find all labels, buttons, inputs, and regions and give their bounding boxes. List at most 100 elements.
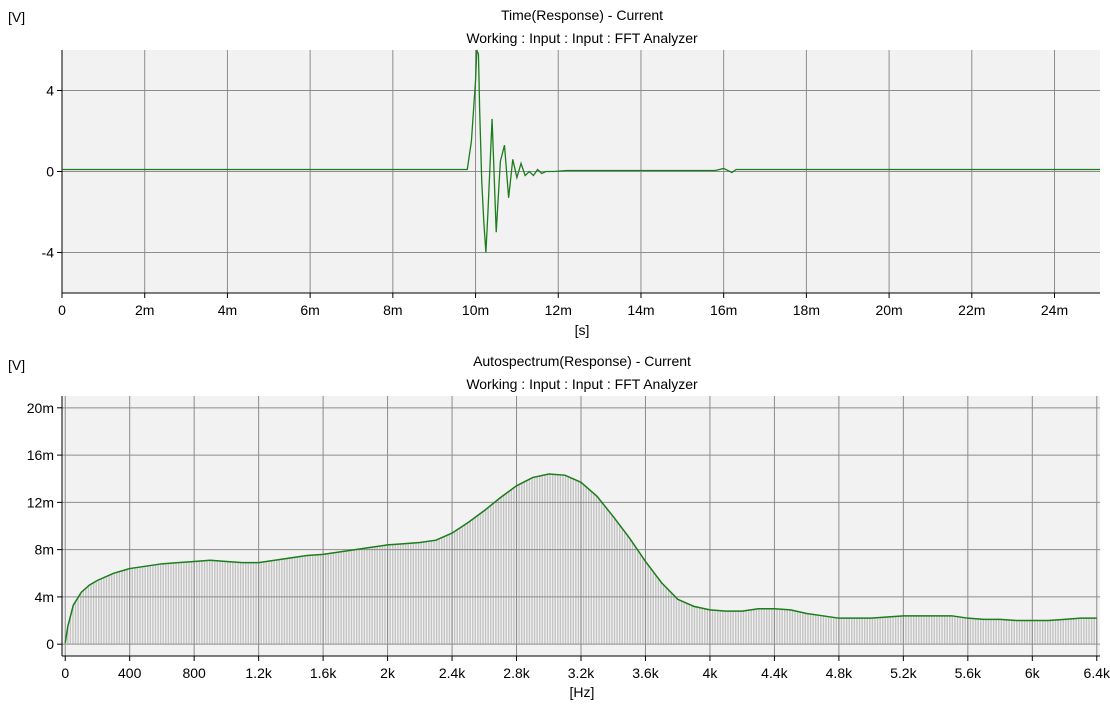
spectrum-bar [585, 486, 587, 645]
spectrum-bar [678, 599, 680, 645]
spectrum-bar [232, 561, 234, 645]
spectrum-bar [1016, 620, 1018, 645]
spectrum-bar [995, 619, 997, 645]
spectrum-bar [345, 550, 348, 645]
spectrum-bar [1059, 619, 1062, 645]
spectrum-bar [925, 615, 928, 645]
spectrum-bar [998, 619, 1000, 645]
spectrum-bar [874, 617, 876, 645]
spectrum-bar [399, 543, 402, 645]
spectrum-bar [753, 609, 755, 645]
spectrum-bar [219, 560, 221, 645]
spectrum-bar [549, 474, 551, 645]
spectrum-bar [283, 558, 286, 645]
spectrum-bar [835, 617, 838, 645]
x-tick-label: 2m [135, 302, 154, 318]
x-tick-label: 8m [383, 302, 402, 318]
spectrum-bar [172, 562, 175, 645]
spectrum-bar [332, 552, 335, 645]
spectrum-bar [490, 505, 492, 645]
spectrum-bar [959, 617, 961, 645]
spectrum-bar [141, 566, 144, 645]
spectrum-bar [861, 618, 863, 645]
spectrum-bar [812, 614, 814, 645]
spectrum-bar [536, 476, 538, 645]
spectrum-bar [649, 568, 652, 645]
spectrum-bar [727, 611, 729, 645]
spectrum-bar [381, 545, 384, 645]
time-x-axis-label: [s] [575, 322, 590, 338]
spectrum-bar [126, 569, 128, 645]
spectrum-bar [417, 542, 420, 645]
spectrum-bar [337, 552, 340, 645]
spectrum-bar [683, 602, 685, 645]
spectrum-bar [742, 610, 745, 645]
y-tick-label: 16m [27, 447, 54, 463]
spectrum-bar [397, 544, 399, 645]
spectrum-bar [69, 616, 72, 645]
spectrum-bar [234, 562, 237, 645]
spectrum-bar [108, 575, 110, 645]
spectrum-bar [814, 614, 817, 645]
spectrum-bar [402, 543, 404, 645]
spectrum-bar [484, 509, 487, 645]
x-tick-label: 1.6k [310, 665, 337, 681]
spectrum-chart-title: Autospectrum(Response) - Current [473, 353, 691, 369]
spectrum-bar [569, 477, 572, 645]
spectrum-bar [1078, 618, 1080, 645]
spectrum-bar [435, 539, 438, 645]
spectrum-bar [469, 521, 471, 645]
spectrum-bar [1052, 620, 1054, 645]
spectrum-bar [518, 484, 520, 645]
spectrum-bar [294, 557, 296, 645]
x-tick-label: 1.2k [245, 665, 272, 681]
spectrum-bar [670, 592, 672, 645]
spectrum-bar [1072, 618, 1075, 645]
spectrum-bar [956, 616, 959, 645]
spectrum-bar [366, 547, 368, 645]
spectrum-bar [972, 618, 974, 645]
spectrum-bar [103, 577, 105, 645]
spectrum-bar [830, 617, 832, 645]
spectrum-bar [214, 560, 216, 645]
spectrum-bar [404, 543, 407, 645]
spectrum-bar [188, 561, 190, 645]
spectrum-bar [693, 606, 696, 645]
spectrum-bar [433, 540, 435, 645]
spectrum-bar [373, 546, 376, 645]
spectrum-bar [559, 474, 562, 645]
spectrum-bar [900, 616, 902, 645]
spectrum-bar [941, 615, 943, 645]
spectrum-bar [634, 546, 636, 645]
spectrum-bar [572, 478, 574, 645]
spectrum-bar [1049, 620, 1052, 645]
spectrum-bar [134, 567, 136, 645]
spectrum-bar [786, 609, 789, 645]
spectrum-bar [946, 615, 948, 645]
x-tick-label: 0 [58, 302, 66, 318]
x-tick-label: 12m [545, 302, 572, 318]
x-tick-label: 3.6k [632, 665, 659, 681]
spectrum-bar [845, 618, 848, 645]
spectrum-bar [987, 619, 990, 645]
spectrum-bar [131, 568, 133, 645]
spectrum-bar [175, 562, 177, 645]
spectrum-bar [1090, 618, 1093, 645]
spectrum-bar [1039, 620, 1041, 645]
spectrum-bar [655, 575, 657, 645]
spectrum-bar [704, 608, 706, 645]
spectrum-bar [1000, 619, 1003, 645]
spectrum-bar [90, 584, 92, 645]
spectrum-bar [139, 567, 141, 645]
spectrum-bar [239, 562, 242, 645]
spectrum-bar [680, 600, 683, 645]
spectrum-bar [265, 561, 268, 645]
spectrum-bar [768, 608, 770, 645]
spectrum-bar [87, 585, 90, 645]
spectrum-bar [510, 489, 513, 645]
spectrum-bar [755, 609, 758, 645]
spectrum-bar [201, 560, 203, 645]
spectrum-bar [920, 615, 923, 645]
spectrum-bar [631, 542, 634, 645]
x-tick-label: 3.2k [568, 665, 595, 681]
